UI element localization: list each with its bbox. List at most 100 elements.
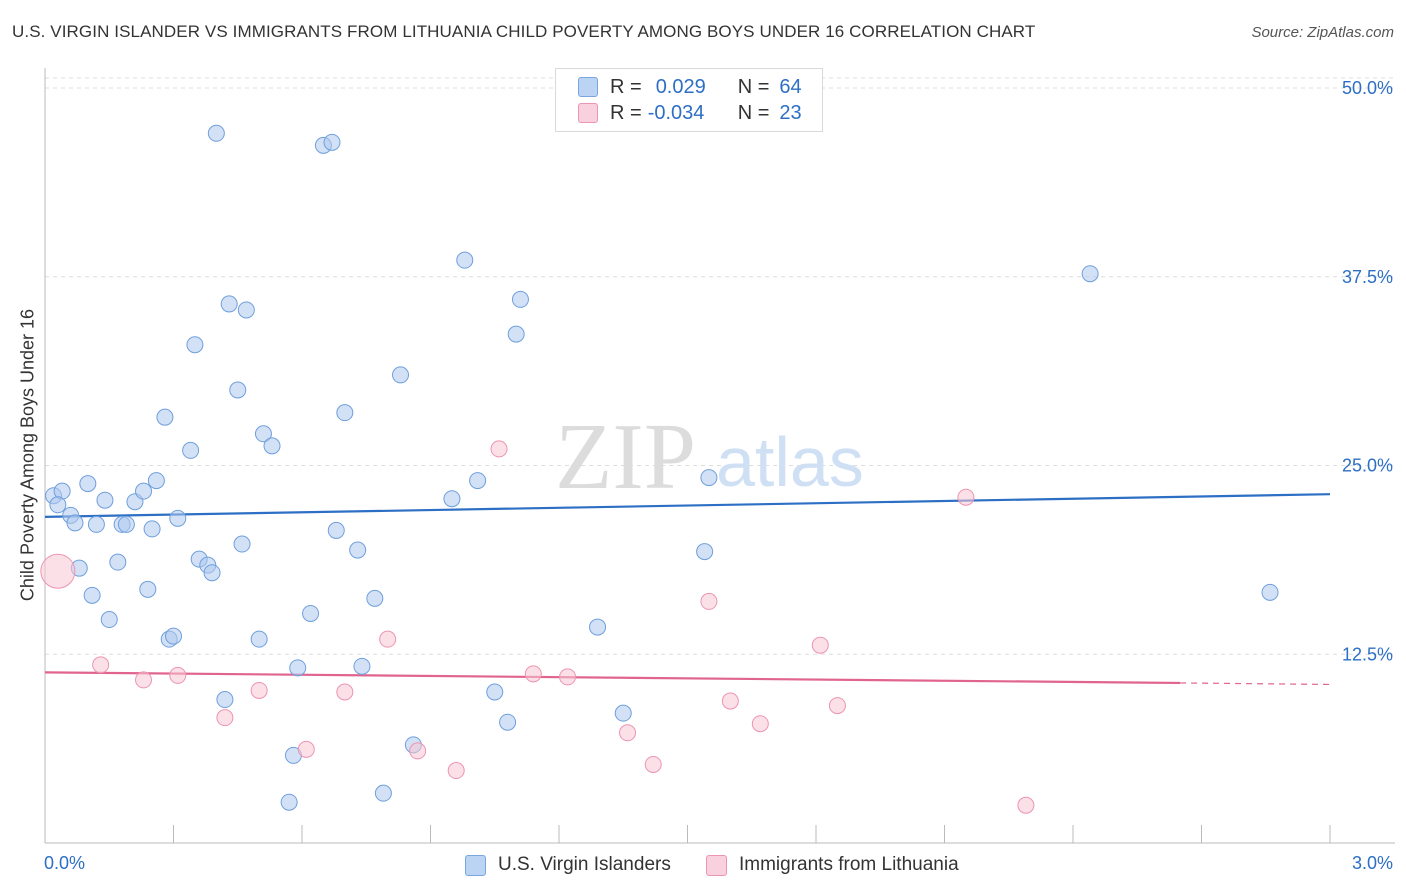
point-lithuania — [524, 665, 542, 683]
point-virgin-islanders — [469, 472, 487, 490]
legend-swatch-blue — [578, 77, 598, 97]
trend-line-lithuania — [44, 671, 1181, 685]
point-lithuania — [957, 488, 975, 506]
point-virgin-islanders — [135, 482, 153, 500]
point-lithuania — [700, 592, 718, 610]
point-virgin-islanders — [366, 589, 384, 607]
point-virgin-islanders — [443, 490, 461, 508]
y-tick-label: 25.0% — [1342, 456, 1393, 476]
legend-n-value: 23 — [779, 101, 802, 124]
point-virgin-islanders — [216, 691, 234, 709]
point-virgin-islanders — [499, 713, 517, 731]
point-virgin-islanders — [353, 657, 371, 675]
point-virgin-islanders — [83, 586, 101, 604]
legend-n-label: N = — [737, 101, 770, 124]
point-lithuania — [1017, 796, 1035, 814]
watermark-atlas: atlas — [716, 423, 864, 501]
point-lithuania — [721, 692, 739, 710]
point-lithuania — [619, 724, 637, 742]
point-virgin-islanders — [147, 472, 165, 490]
point-lithuania — [250, 681, 268, 699]
point-virgin-islanders — [220, 295, 238, 313]
point-virgin-islanders — [96, 491, 114, 509]
legend-label: U.S. Virgin Islanders — [498, 854, 671, 875]
axes — [44, 68, 1395, 844]
legend-item-lithuania[interactable]: Immigrants from Lithuania — [706, 851, 959, 879]
legend-swatch-pink — [578, 103, 598, 123]
point-virgin-islanders — [336, 404, 354, 422]
point-virgin-islanders — [327, 521, 345, 539]
point-virgin-islanders — [1081, 265, 1099, 283]
point-virgin-islanders — [207, 124, 225, 142]
chart-title: U.S. VIRGIN ISLANDER VS IMMIGRANTS FROM … — [12, 22, 1036, 41]
point-virgin-islanders — [66, 514, 84, 532]
watermark-zip: ZIP — [555, 405, 696, 509]
point-virgin-islanders — [374, 784, 392, 802]
point-virgin-islanders — [169, 509, 187, 527]
legend-r-value: 0.029 — [655, 75, 706, 98]
correlation-legend: R = 0.029 N = 64 R = -0.034 N = 23 — [555, 68, 823, 132]
point-virgin-islanders — [233, 535, 251, 553]
legend-row-lithuania: R = -0.034 N = 23 — [578, 100, 802, 126]
point-virgin-islanders — [49, 496, 67, 514]
point-virgin-islanders — [79, 475, 97, 493]
y-tick-label: 12.5% — [1342, 644, 1393, 664]
x-tick-label-max: 3.0% — [1352, 853, 1393, 873]
trend-line-virgin-islanders — [44, 493, 1331, 518]
point-virgin-islanders — [143, 520, 161, 538]
point-lithuania — [216, 709, 234, 727]
point-lithuania — [644, 755, 662, 773]
point-virgin-islanders — [203, 564, 221, 582]
legend-r-label: R = — [610, 101, 642, 124]
point-virgin-islanders — [263, 437, 281, 455]
legend-swatch-pink — [706, 854, 727, 876]
legend-swatch-blue — [465, 854, 486, 876]
point-lithuania — [297, 740, 315, 758]
tick-labels: 12.5% 25.0% 37.5% 50.0% 0.0% 3.0% — [44, 78, 1393, 873]
point-lithuania — [336, 683, 354, 701]
point-lithuania — [40, 553, 76, 589]
point-virgin-islanders — [165, 627, 182, 645]
point-lithuania — [135, 671, 153, 689]
point-virgin-islanders — [186, 336, 204, 354]
point-virgin-islanders — [100, 611, 118, 629]
point-virgin-islanders — [156, 408, 174, 426]
y-tick-label: 50.0% — [1342, 78, 1393, 98]
point-virgin-islanders — [323, 133, 341, 151]
legend-r-value: -0.034 — [647, 101, 705, 124]
legend-item-virgin-islanders[interactable]: U.S. Virgin Islanders — [465, 851, 671, 879]
point-virgin-islanders — [486, 683, 504, 701]
point-virgin-islanders — [280, 793, 298, 811]
point-lithuania — [169, 666, 187, 684]
point-virgin-islanders — [696, 543, 714, 561]
point-virgin-islanders — [139, 580, 157, 598]
point-lithuania — [92, 656, 110, 674]
point-virgin-islanders — [456, 251, 474, 269]
point-lithuania — [409, 742, 427, 760]
watermark: ZIP atlas — [555, 405, 864, 509]
point-lithuania — [811, 636, 829, 654]
point-lithuania — [828, 697, 846, 715]
x-tick-label-min: 0.0% — [44, 853, 85, 873]
legend-n-label: N = — [737, 75, 770, 98]
source-credit: Source: ZipAtlas.com — [1251, 24, 1394, 41]
grid-lines — [45, 77, 1395, 655]
point-virgin-islanders — [511, 290, 529, 308]
y-axis-label: Child Poverty Among Boys Under 16 — [17, 308, 38, 602]
point-virgin-islanders — [182, 441, 200, 459]
legend-label: Immigrants from Lithuania — [739, 854, 959, 875]
point-virgin-islanders — [254, 425, 272, 443]
legend-r-label: R = — [610, 75, 642, 98]
point-virgin-islanders — [589, 618, 607, 636]
point-lithuania — [490, 440, 508, 458]
point-virgin-islanders — [289, 659, 307, 677]
point-virgin-islanders — [349, 541, 367, 559]
point-lithuania — [559, 668, 577, 686]
point-virgin-islanders — [237, 301, 255, 319]
point-virgin-islanders — [1261, 583, 1279, 601]
point-virgin-islanders — [614, 704, 632, 722]
point-lithuania — [447, 762, 465, 780]
legend-row-virgin-islanders: R = 0.029 N = 64 — [578, 74, 802, 100]
data-points — [40, 124, 1279, 814]
